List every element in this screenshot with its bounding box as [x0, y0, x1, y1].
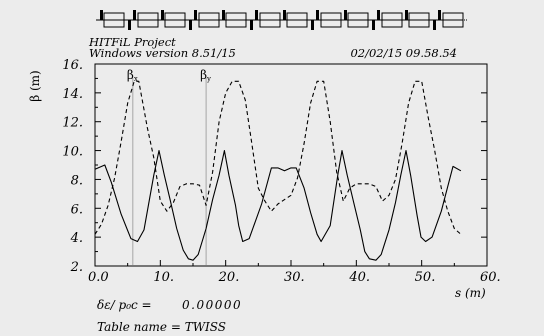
x-axis: 0.0 10. 20. 30. 40. 50. 60.: [88, 260, 501, 285]
dipole-block: [103, 12, 125, 28]
quadrupole-block: [128, 20, 131, 30]
x-tick-label: 20.: [218, 270, 240, 285]
x-tick-label: 0.0: [88, 270, 109, 285]
version-label: Windows version 8.51/15: [89, 46, 236, 60]
x-axis-label: s (m): [455, 286, 486, 300]
x-tick-label: 10.: [153, 270, 174, 285]
project-title: HITFiL Project: [88, 35, 176, 49]
lattice-schematic: [96, 10, 468, 30]
y-tick-label: 10.: [62, 145, 83, 160]
momentum-label: δε/ p₀c =: [97, 298, 152, 312]
beta-x-line: [94, 150, 462, 261]
y-tick-label: 16.: [62, 58, 83, 73]
quadrupole-block: [283, 10, 286, 20]
quadrupole-block: [189, 20, 192, 30]
marker-label: βx: [127, 68, 138, 83]
dipole-block: [320, 12, 342, 28]
quadrupole-block: [344, 10, 347, 20]
quadrupole-block: [161, 10, 164, 20]
y-tick-label: 14.: [62, 87, 83, 102]
quadrupole-block: [194, 10, 197, 20]
quadrupole-block: [133, 10, 136, 20]
x-tick-label: 60.: [480, 270, 501, 285]
quadrupole-block: [250, 20, 253, 30]
marker-label: βy: [200, 68, 211, 83]
dipole-block: [286, 12, 308, 28]
x-tick-label: 30.: [284, 270, 305, 285]
beta-y-line: [94, 80, 462, 235]
dipole-block: [259, 12, 281, 28]
quadrupole-block: [372, 20, 375, 30]
quadrupole-block: [316, 10, 319, 20]
quadrupole-block: [433, 20, 436, 30]
y-axis: 2. 4. 6. 8. 10. 12. 14. 16.: [62, 58, 487, 275]
dipole-block: [198, 12, 220, 28]
y-tick-label: 6.: [71, 202, 83, 217]
y-axis-label: β (m): [28, 70, 42, 102]
quadrupole-block: [405, 10, 408, 20]
dipole-block: [408, 12, 430, 28]
momentum-value: 0.00000: [182, 298, 242, 312]
dipole-block: [164, 12, 186, 28]
quadrupole-block: [222, 10, 225, 20]
quadrupole-block: [255, 10, 258, 20]
table-name-label: Table name = TWISS: [97, 320, 226, 334]
dipole-block: [225, 12, 247, 28]
beta-series: [94, 80, 462, 261]
dipole-block: [347, 12, 369, 28]
quadrupole-block: [311, 20, 314, 30]
x-tick-label: 40.: [348, 270, 370, 285]
beta-markers: βx βy: [127, 68, 211, 266]
dipole-block: [442, 12, 464, 28]
y-tick-label: 12.: [62, 116, 83, 131]
datetime-label: 02/02/15 09.58.54: [350, 46, 457, 60]
y-tick-label: 2.: [70, 260, 83, 275]
dipole-block: [381, 12, 403, 28]
quadrupole-block: [100, 10, 103, 20]
quadrupole-block: [377, 10, 380, 20]
y-tick-label: 4.: [70, 231, 83, 246]
x-tick-label: 50.: [415, 270, 436, 285]
y-tick-label: 8.: [71, 173, 83, 188]
dipole-block: [137, 12, 159, 28]
quadrupole-block: [438, 10, 441, 20]
